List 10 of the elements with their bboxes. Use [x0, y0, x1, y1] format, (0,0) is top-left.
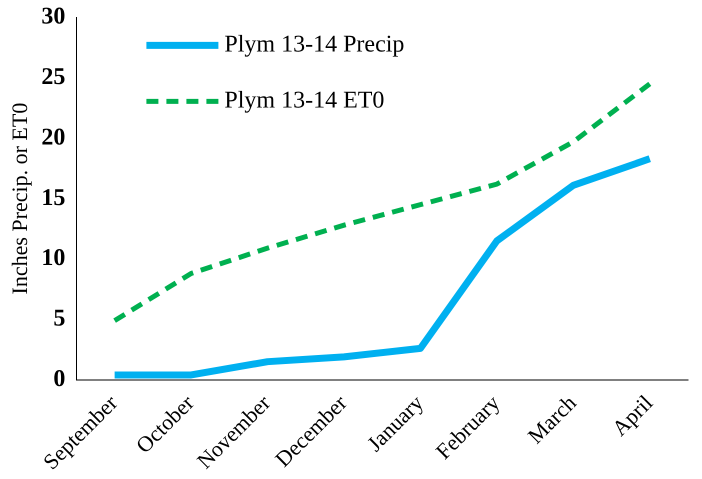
y-tick-label: 5: [53, 306, 66, 332]
y-tick-label: 25: [41, 64, 66, 90]
y-tick-label: 0: [53, 366, 66, 392]
legend-label: Plym 13-14 ET0: [224, 88, 384, 114]
y-tick-label: 10: [41, 245, 66, 272]
y-tick-label: 15: [41, 184, 66, 211]
legend-label: Plym 13-14 Precip: [224, 32, 404, 58]
y-axis-title: Inches Precip. or ET0: [6, 102, 32, 295]
y-tick-label: 20: [41, 124, 66, 150]
y-tick-label: 30: [41, 4, 66, 30]
